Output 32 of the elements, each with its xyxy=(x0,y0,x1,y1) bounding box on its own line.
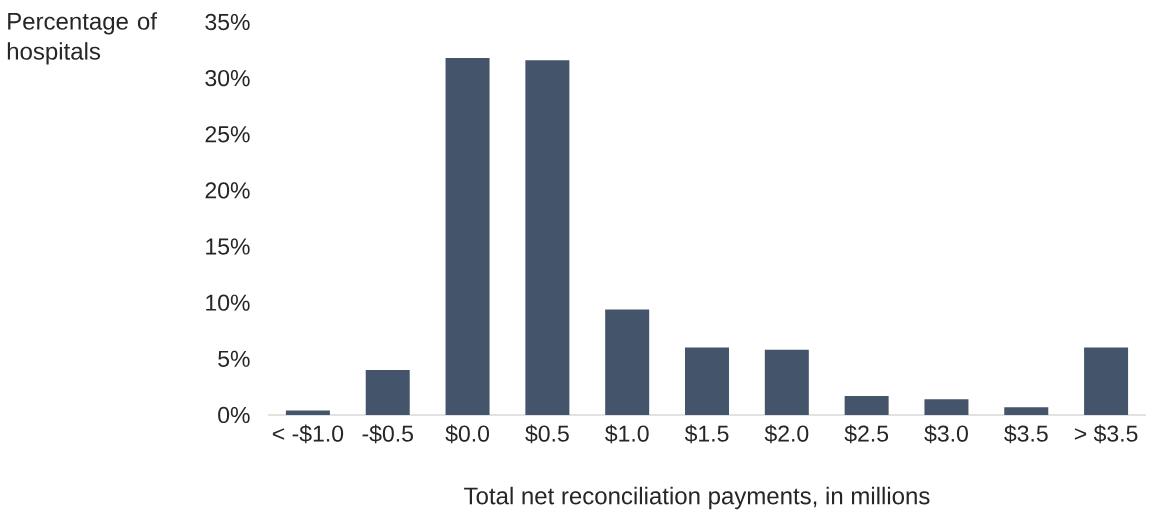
bar xyxy=(844,395,889,415)
x-tick-label: < -$1.0 xyxy=(272,424,344,444)
bar xyxy=(764,349,809,415)
y-tick-label: 10% xyxy=(206,294,250,311)
bar xyxy=(1084,347,1129,415)
bar xyxy=(525,60,570,415)
x-tick-label: > $3.5 xyxy=(1074,424,1138,444)
x-tick-label: $2.5 xyxy=(844,424,889,444)
y-axis-title: Percentage of hospitals xyxy=(7,12,157,65)
bar xyxy=(685,347,729,415)
x-tick-label: $0.5 xyxy=(525,424,569,444)
x-tick-label: -$0.5 xyxy=(362,424,413,444)
x-tick-label: $1.5 xyxy=(684,424,729,444)
bar xyxy=(365,370,410,415)
x-tick-label: $2.0 xyxy=(764,424,809,444)
x-tick-label: $3.0 xyxy=(924,424,968,444)
y-tick-label: 35% xyxy=(205,13,250,31)
y-tick-label: 15% xyxy=(206,238,250,255)
bar xyxy=(445,57,490,415)
y-tick-label: 20% xyxy=(205,182,250,199)
y-tick-label: 30% xyxy=(205,69,250,87)
x-tick-label: $3.5 xyxy=(1004,424,1048,444)
bar xyxy=(605,309,650,415)
y-tick-label: 25% xyxy=(205,126,250,143)
x-tick-label: $1.0 xyxy=(605,424,649,444)
bar xyxy=(924,399,969,415)
x-axis-title: Total net reconciliation payments, in millions xyxy=(464,486,930,510)
x-tick-label: $0.0 xyxy=(445,424,490,444)
bar xyxy=(285,410,330,415)
y-tick-label: 0% xyxy=(218,406,250,424)
bar xyxy=(1004,407,1049,415)
y-tick-label: 5% xyxy=(218,350,250,367)
